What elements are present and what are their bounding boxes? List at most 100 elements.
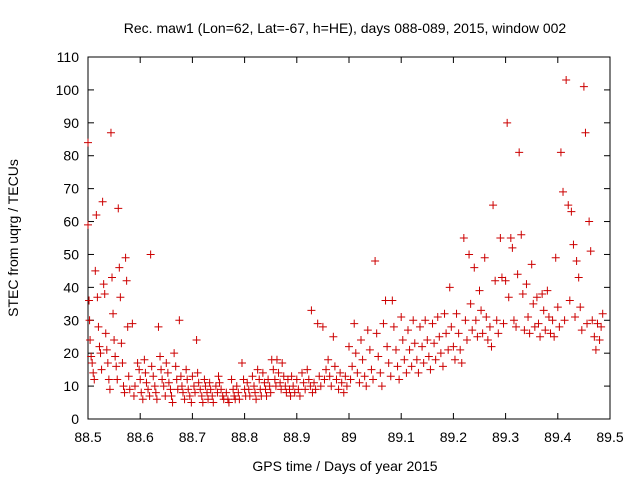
data-point [167, 391, 176, 400]
data-point [353, 368, 362, 377]
y-tick-label: 40 [63, 279, 79, 295]
y-tick-label: 110 [57, 49, 80, 65]
data-point [281, 382, 290, 391]
data-point [276, 378, 285, 387]
data-point [175, 316, 184, 325]
data-point [504, 293, 513, 302]
data-point [574, 273, 583, 282]
data-point [164, 378, 173, 387]
data-point [215, 378, 224, 387]
data-point [183, 375, 192, 384]
data-point [585, 217, 594, 226]
data-point [559, 187, 568, 196]
data-point [105, 385, 114, 394]
data-point [117, 339, 126, 348]
data-point [548, 316, 557, 325]
data-point [224, 398, 233, 407]
data-point [270, 375, 279, 384]
data-point [180, 395, 189, 404]
data-point [203, 388, 212, 397]
data-point [158, 375, 167, 384]
data-point [146, 250, 155, 259]
data-point [388, 296, 397, 305]
data-point [124, 372, 133, 381]
x-tick-label: 89 [341, 429, 357, 445]
data-point [223, 395, 232, 404]
data-point [337, 378, 346, 387]
data-point [415, 322, 424, 331]
data-point [172, 375, 181, 384]
data-point [412, 355, 421, 364]
y-tick-label: 10 [63, 378, 79, 394]
data-point [459, 234, 468, 242]
data-point [112, 362, 121, 371]
data-point [461, 316, 470, 325]
y-axis-label: STEC from uqrg / TECUs [5, 159, 21, 317]
data-point [157, 365, 166, 374]
data-point [345, 342, 353, 351]
data-point [255, 375, 264, 384]
data-point [129, 391, 138, 400]
data-point [543, 286, 552, 295]
data-point [371, 257, 380, 266]
data-point [402, 368, 411, 377]
data-point [520, 326, 529, 335]
data-point [287, 372, 296, 381]
data-point [258, 368, 267, 377]
data-point [322, 365, 331, 374]
data-point [518, 289, 527, 298]
data-point [130, 382, 139, 391]
data-point [271, 382, 280, 391]
data-point [590, 332, 599, 341]
data-point [424, 352, 433, 361]
data-point [318, 322, 327, 331]
data-point [266, 388, 275, 397]
data-point [515, 148, 524, 157]
data-point [409, 316, 418, 325]
data-point [290, 388, 299, 397]
data-point [358, 355, 367, 364]
data-point [369, 375, 378, 384]
chart-title: Rec. maw1 (Lon=62, Lat=-67, h=HE), days … [124, 20, 567, 36]
data-point [576, 303, 585, 312]
data-point [341, 372, 350, 381]
data-point [115, 263, 124, 272]
data-point [230, 391, 239, 400]
data-point [524, 312, 533, 321]
data-point [251, 388, 260, 397]
data-point [593, 319, 602, 328]
data-point [436, 349, 445, 358]
data-point [232, 382, 241, 391]
data-point [85, 316, 94, 325]
data-point [194, 378, 203, 387]
data-point [355, 378, 364, 387]
data-point [327, 382, 336, 391]
data-point [374, 352, 383, 361]
data-point [325, 372, 334, 381]
data-point [166, 385, 175, 394]
data-point [506, 234, 515, 242]
data-point [141, 368, 150, 377]
data-point [525, 329, 534, 338]
data-point [454, 329, 463, 338]
data-point [96, 349, 105, 358]
data-point [122, 276, 131, 285]
data-point [550, 332, 559, 341]
y-tick-label: 60 [63, 214, 79, 230]
data-point [579, 82, 588, 91]
data-point [536, 332, 545, 341]
y-tick-label: 0 [71, 411, 79, 427]
data-point [103, 359, 112, 368]
data-point [405, 345, 414, 354]
data-point [249, 382, 258, 391]
data-point [329, 332, 338, 341]
data-point [116, 293, 125, 302]
data-point [475, 286, 484, 295]
data-point [89, 368, 98, 377]
data-point [456, 345, 465, 354]
data-point [555, 322, 564, 331]
y-tick-label: 30 [63, 312, 79, 328]
y-tick-label: 50 [63, 246, 79, 262]
data-point [106, 128, 115, 137]
data-point [457, 359, 466, 368]
